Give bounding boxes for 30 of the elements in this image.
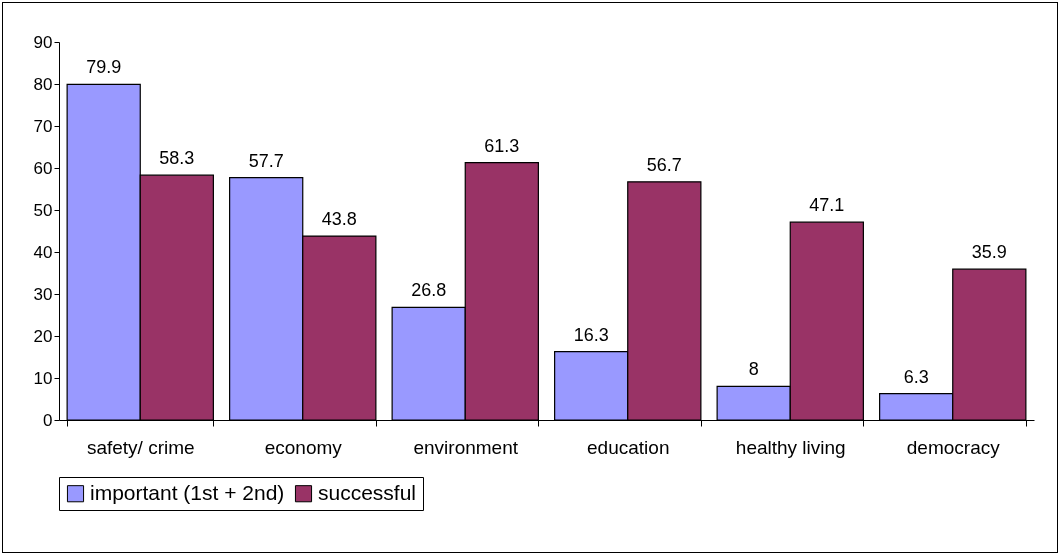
- y-tick-label: 20: [33, 326, 53, 346]
- y-tick-label: 60: [33, 158, 53, 178]
- y-tick-label: 40: [33, 242, 53, 262]
- data-label: 8: [748, 359, 759, 380]
- data-label: 47.1: [809, 195, 845, 216]
- data-label: 79.9: [86, 57, 122, 78]
- x-tick-label: healthy living: [735, 436, 846, 458]
- x-tick-label: environment: [413, 436, 519, 458]
- x-tick-label: safety/ crime: [86, 436, 195, 458]
- x-tick-label: economy: [264, 436, 343, 458]
- data-label: 16.3: [573, 324, 609, 345]
- data-label: 58.3: [159, 148, 195, 169]
- data-label: 43.8: [321, 209, 357, 230]
- data-label: 26.8: [411, 280, 447, 301]
- legend-label: successful: [318, 480, 417, 504]
- y-tick-label: 80: [33, 74, 53, 94]
- data-label: 6.3: [903, 366, 929, 387]
- y-tick-label: 30: [33, 284, 53, 304]
- legend-label: important (1st + 2nd): [90, 480, 285, 504]
- x-tick-label: education: [587, 436, 670, 458]
- data-label: 57.7: [248, 150, 284, 171]
- y-tick-label: 90: [33, 32, 53, 52]
- data-label: 61.3: [484, 135, 520, 156]
- data-label: 35.9: [971, 242, 1007, 263]
- y-tick-label: 70: [33, 116, 53, 136]
- y-tick-label: 0: [43, 410, 53, 430]
- data-label: 56.7: [646, 154, 682, 175]
- y-tick-label: 50: [33, 200, 53, 220]
- x-tick-label: democracy: [906, 436, 1001, 458]
- y-tick-label: 10: [33, 368, 53, 388]
